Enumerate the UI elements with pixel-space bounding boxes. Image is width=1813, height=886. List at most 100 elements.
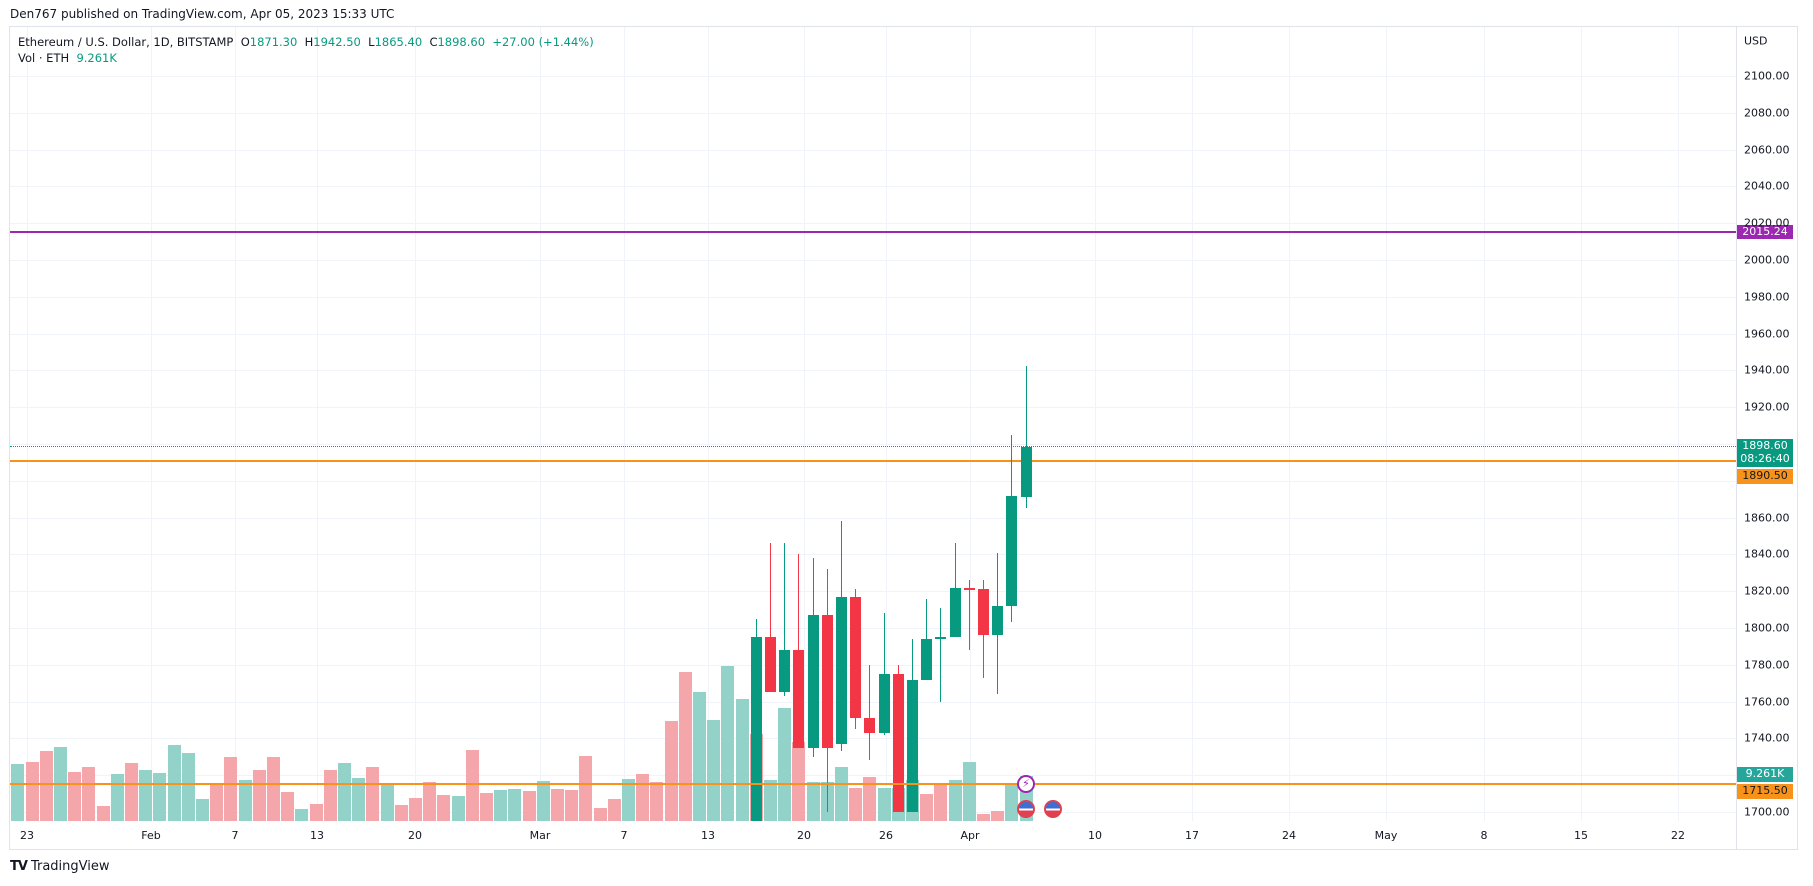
candle-body[interactable] (779, 650, 791, 693)
volume-bar (25, 762, 39, 821)
candle-body[interactable] (921, 639, 933, 680)
chart-legend: Ethereum / U.S. Dollar, 1D, BITSTAMP O18… (18, 34, 594, 66)
grid-line-vertical (317, 27, 318, 821)
volume-bar (763, 780, 777, 821)
candle-wick (926, 598, 928, 680)
candle-wick (883, 613, 885, 735)
grid-line-horizontal (10, 149, 1736, 151)
grid-line-horizontal (10, 444, 1736, 445)
volume-bar (210, 783, 224, 821)
grid-line-horizontal (10, 260, 1736, 261)
candle-body[interactable] (949, 587, 961, 638)
volume-bar (82, 767, 96, 821)
date-tick-label: 24 (1282, 829, 1296, 842)
volume-bar (252, 770, 266, 821)
grid-line-horizontal (10, 480, 1736, 482)
price-tick-label: 2100.00 (1744, 69, 1790, 83)
grid-line-horizontal (10, 664, 1736, 666)
price-tick-label: 1800.00 (1744, 621, 1790, 635)
candle-wick (869, 664, 871, 761)
volume-bar (451, 796, 465, 821)
tv-logo-icon: 𝗧𝗩 (10, 859, 28, 874)
candle-body[interactable] (906, 679, 918, 812)
price-tick-label: 1860.00 (1744, 511, 1790, 525)
volume-bar (380, 783, 394, 821)
grid-line-vertical (151, 27, 152, 821)
candle-body[interactable] (1020, 446, 1032, 497)
volume-bar (366, 767, 380, 821)
chart-frame (9, 26, 1798, 850)
grid-line-horizontal (10, 186, 1736, 188)
volume-bar (707, 720, 721, 821)
level-line-orange-lower[interactable] (10, 783, 1736, 785)
volume-bar (309, 804, 323, 821)
candle-body[interactable] (764, 637, 776, 693)
candle-body[interactable] (807, 615, 819, 748)
orange-lower-price-tag: 1715.50 (1737, 784, 1793, 799)
symbol-title[interactable]: Ethereum / U.S. Dollar, 1D, BITSTAMP (18, 35, 234, 49)
brand-name: TradingView (30, 859, 110, 874)
volume-bar (153, 773, 167, 821)
volume-bar (337, 763, 351, 821)
volume-bar (295, 809, 309, 821)
candle-body[interactable] (1006, 495, 1018, 606)
us-flag-event-icon[interactable] (1044, 800, 1062, 818)
volume-bar (678, 672, 692, 821)
candle-body[interactable] (935, 637, 947, 640)
date-tick-label: 26 (879, 829, 893, 842)
volume-bar (437, 795, 451, 821)
volume-bar (636, 774, 650, 821)
candle-body[interactable] (963, 587, 975, 590)
volume-bar (976, 814, 990, 821)
us-flag-event-icon[interactable] (1017, 800, 1035, 818)
candle-body[interactable] (750, 637, 762, 821)
grid-line-horizontal (10, 591, 1736, 593)
date-tick-label: 23 (20, 829, 34, 842)
volume-bar (479, 793, 493, 821)
date-tick-label: 7 (231, 829, 239, 842)
grid-line-vertical (624, 27, 625, 821)
lightning-event-icon[interactable]: ⚡ (1017, 775, 1035, 793)
candle-body[interactable] (850, 596, 862, 719)
grid-line-horizontal (10, 112, 1736, 114)
level-line-orange-upper[interactable] (10, 460, 1736, 462)
candle-body[interactable] (878, 674, 890, 733)
candle-body[interactable] (992, 605, 1004, 636)
last-price-tag: 1898.60 08:26:40 (1737, 439, 1793, 467)
countdown-value: 08:26:40 (1740, 452, 1790, 465)
grid-line-vertical (1581, 27, 1582, 821)
candle-wick (940, 607, 942, 702)
candle-body[interactable] (821, 615, 833, 748)
published-note: Den767 published on TradingView.com, Apr… (10, 7, 395, 21)
close-value: 1898.60 (437, 35, 486, 49)
price-tick-label: 2060.00 (1744, 143, 1790, 157)
volume-bar (39, 751, 53, 821)
resistance-line-purple[interactable] (10, 231, 1736, 233)
price-tick-label: 1920.00 (1744, 400, 1790, 414)
grid-line-vertical (27, 27, 28, 821)
volume-bar (721, 666, 735, 821)
date-tick-label: Apr (960, 829, 980, 842)
price-tick-label: 2020.00 (1744, 216, 1790, 230)
volume-bar (224, 757, 238, 821)
candle-body[interactable] (835, 596, 847, 744)
volume-bar (522, 791, 536, 821)
grid-line-vertical (708, 27, 709, 821)
date-tick-label: May (1374, 829, 1398, 842)
ohlc-line: Ethereum / U.S. Dollar, 1D, BITSTAMP O18… (18, 35, 594, 49)
volume-bar (692, 692, 706, 821)
tradingview-logo[interactable]: 𝗧𝗩 TradingView (10, 859, 109, 874)
grid-line-vertical (804, 27, 805, 821)
volume-bar (863, 777, 877, 821)
change-value: +27.00 (+1.44%) (492, 35, 594, 49)
volume-label[interactable]: Vol · ETH (18, 51, 70, 65)
candle-wick (798, 554, 800, 739)
candle-body[interactable] (892, 674, 904, 812)
date-tick-label: 13 (701, 829, 715, 842)
candle-body[interactable] (864, 718, 876, 733)
chart-plot-area[interactable] (10, 27, 1736, 821)
candle-body[interactable] (977, 589, 989, 636)
volume-bar (11, 764, 25, 821)
candle-body[interactable] (793, 650, 805, 748)
price-axis[interactable] (1736, 27, 1798, 850)
